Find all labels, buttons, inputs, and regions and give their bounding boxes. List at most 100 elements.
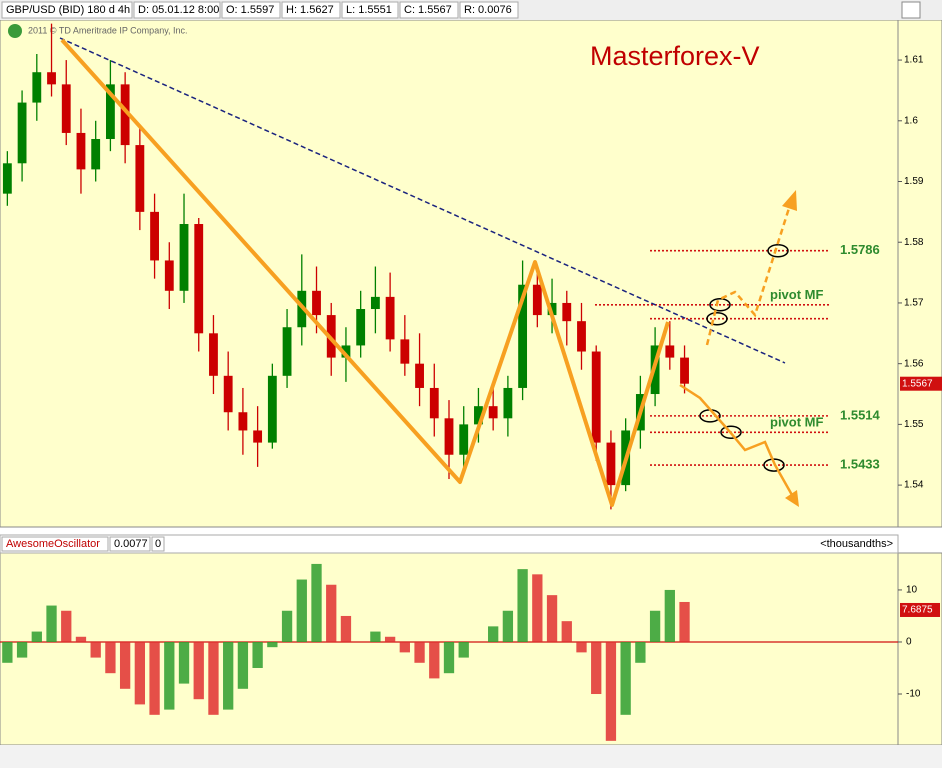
last-value-tag — [900, 602, 940, 617]
candle-body — [282, 327, 292, 376]
osc-bar — [119, 641, 131, 689]
candle-body — [120, 84, 130, 146]
candle-body — [209, 333, 218, 376]
osc-bar — [252, 641, 263, 668]
osc-bar — [178, 641, 190, 684]
projection-up — [705, 204, 792, 346]
candle-body — [577, 321, 586, 352]
symbol: GBP/USD (BID) 180 d 4h — [6, 4, 130, 16]
header-box — [1, 1, 133, 19]
candle-body — [312, 290, 321, 316]
osc-bar — [502, 610, 514, 642]
close: C: 1.5567 — [404, 4, 452, 16]
osc-bar — [561, 621, 572, 642]
candle-body — [238, 412, 248, 431]
candle-body — [474, 406, 483, 425]
y-tick-label: 1.54 — [904, 480, 924, 491]
osc-title: AwesomeOscillator — [6, 538, 100, 550]
level-marker — [720, 425, 742, 440]
osc-bar — [591, 641, 602, 695]
y-tick-label: 1.55 — [904, 419, 924, 430]
y-tick-label: 1.59 — [904, 176, 924, 187]
candle-body — [135, 145, 145, 212]
osc-bar — [267, 641, 278, 648]
last-price-tag — [900, 376, 942, 391]
y-tick-label: 0 — [906, 637, 912, 648]
osc-bar — [488, 626, 499, 642]
candle-body — [61, 84, 71, 133]
osc-bar — [517, 569, 528, 642]
level-label: pivot MF — [770, 287, 823, 302]
last-value: 7.6875 — [902, 605, 933, 616]
osc-bar — [370, 631, 381, 642]
osc-bar — [399, 641, 410, 653]
candle-body — [562, 302, 572, 322]
zigzag — [60, 38, 670, 507]
osc-bar — [134, 641, 146, 705]
osc-bar — [281, 610, 293, 642]
candle-body — [179, 224, 189, 291]
arrow-head — [782, 190, 797, 211]
candle-body — [76, 132, 86, 170]
candle-body — [503, 387, 513, 419]
y-tick-label: 1.61 — [904, 55, 924, 66]
last-price: 1.5567 — [902, 378, 933, 389]
y-tick-label: 1.57 — [904, 298, 924, 309]
osc-bar — [546, 595, 558, 642]
header-box — [341, 1, 399, 19]
osc-bar — [664, 589, 675, 642]
osc-param: 0 — [155, 538, 161, 550]
candle-body — [2, 163, 12, 194]
osc-bar — [340, 615, 352, 642]
candle-body — [194, 224, 204, 334]
osc-bar — [443, 641, 455, 674]
candle-body — [47, 72, 56, 85]
osc-bar — [458, 641, 469, 658]
info-icon[interactable] — [8, 24, 22, 38]
candle-body — [488, 406, 498, 419]
candle-body — [680, 357, 689, 384]
header-box — [399, 1, 459, 19]
chart-title: Masterforex-V — [590, 41, 760, 71]
y-tick-label: 1.6 — [904, 115, 918, 126]
header-box — [459, 1, 519, 19]
osc-header-box — [109, 536, 151, 552]
osc-bar — [296, 579, 307, 642]
candle-body — [415, 363, 424, 388]
candle-body — [356, 309, 366, 346]
candle-body — [91, 139, 101, 170]
level-label: 1.5786 — [840, 242, 880, 257]
osc-bar — [679, 601, 690, 642]
candle-body — [606, 442, 616, 486]
y-tick-label: -10 — [906, 689, 921, 700]
osc-bar — [16, 641, 28, 658]
level-marker — [767, 243, 789, 258]
osc-bar — [149, 641, 160, 715]
high: H: 1.5627 — [286, 4, 334, 16]
price-axis — [897, 19, 942, 528]
candle-body — [518, 284, 528, 388]
arrow-head — [785, 490, 799, 507]
y-tick-label: 1.56 — [904, 358, 924, 369]
header: GBP/USD (BID) 180 d 4h D: 05.01.12 8:00 … — [1, 1, 921, 19]
osc-bar — [75, 636, 87, 642]
osc-bar — [164, 641, 175, 710]
candle-body — [429, 387, 439, 419]
osc-unit: <thousandths> — [820, 538, 893, 550]
candle-body — [370, 296, 380, 310]
candle-body — [164, 260, 174, 291]
candle-body — [17, 102, 27, 164]
osc-bar — [105, 641, 116, 674]
candle-body — [591, 351, 601, 443]
candle-body — [223, 375, 233, 413]
osc-header-box — [1, 536, 109, 552]
osc-bar — [576, 641, 587, 653]
osc-bar — [605, 641, 617, 741]
candle-body — [532, 284, 542, 316]
y-tick-label: 10 — [906, 585, 918, 596]
chart-button[interactable] — [901, 1, 921, 19]
candle-body — [150, 211, 159, 261]
osc-header — [0, 534, 899, 554]
copyright: 2011 © TD Ameritrade IP Company, Inc. — [28, 25, 188, 35]
